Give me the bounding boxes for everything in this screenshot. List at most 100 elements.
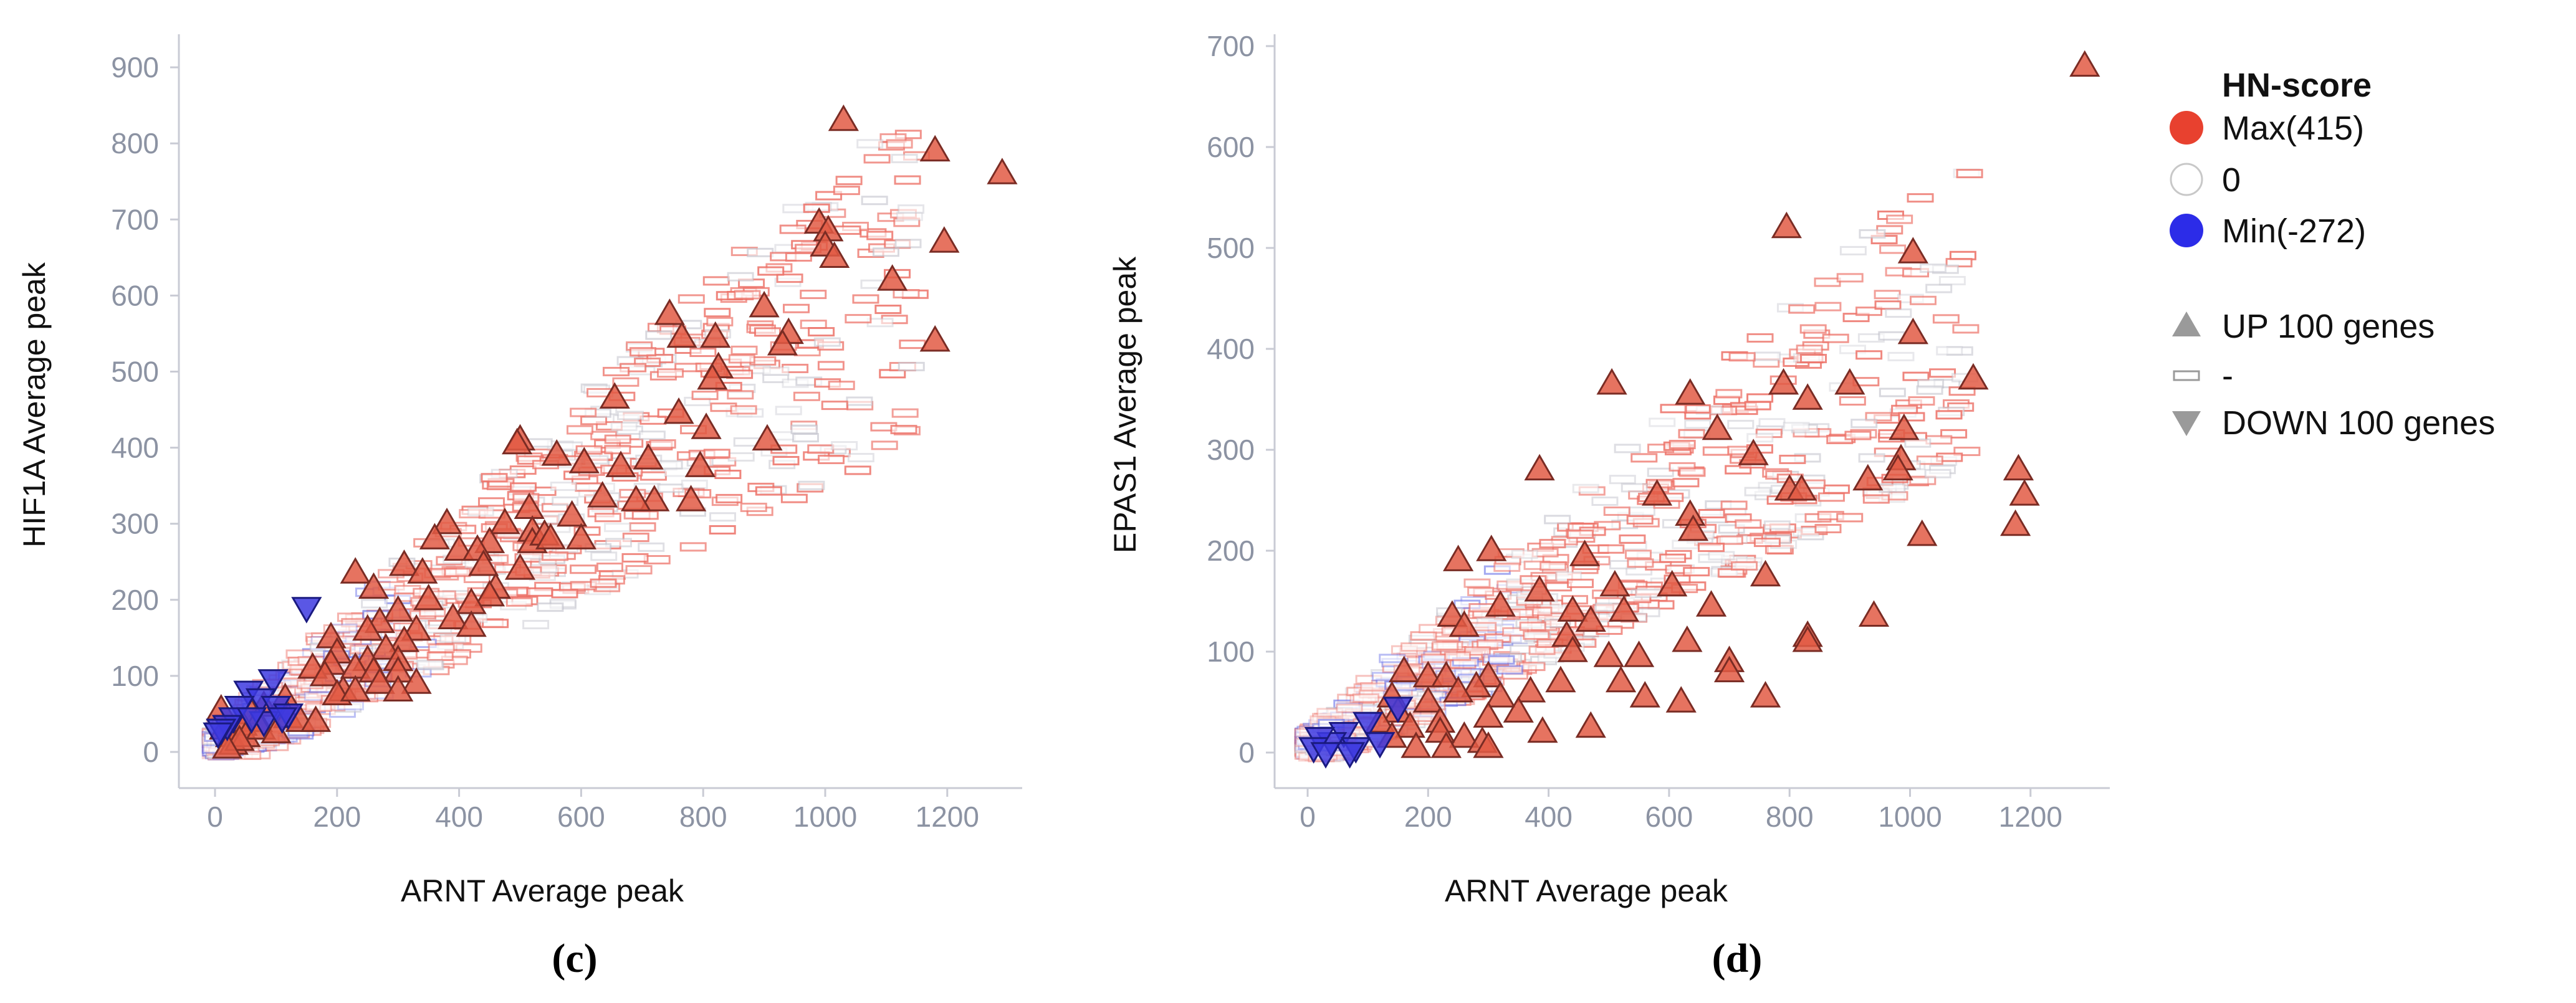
up-gene-point bbox=[767, 328, 798, 356]
background-gene-point bbox=[681, 479, 708, 489]
background-gene-point bbox=[1463, 646, 1491, 656]
up-gene-point bbox=[1503, 696, 1534, 723]
scatter-panel-c: 0 200 400 600 800 1000 1200 0 100 200 300 400 500 600… bbox=[17, 34, 1022, 981]
y-tick-label-c: 900 bbox=[111, 51, 159, 83]
background-gene-point bbox=[1858, 453, 1885, 463]
background-gene-point bbox=[1659, 553, 1687, 563]
y-tick-label-c: 600 bbox=[111, 279, 159, 311]
background-gene-point bbox=[416, 659, 443, 669]
background-gene-point bbox=[727, 452, 755, 462]
background-gene-point bbox=[834, 225, 861, 235]
y-tick-label-c: 800 bbox=[111, 127, 159, 159]
background-gene-point bbox=[709, 512, 736, 522]
legend-rect-icon bbox=[2173, 370, 2200, 381]
background-gene-point bbox=[1746, 333, 1774, 343]
background-gene-point bbox=[1799, 324, 1827, 334]
background-gene-point bbox=[894, 239, 922, 249]
up-gene-point bbox=[605, 450, 636, 477]
up-gene-point bbox=[1792, 625, 1823, 652]
background-gene-point bbox=[800, 320, 827, 330]
background-gene-point bbox=[893, 289, 920, 299]
background-gene-point bbox=[1878, 331, 1905, 341]
y-tick-label-c: 100 bbox=[111, 660, 159, 692]
up-gene-point bbox=[1897, 317, 1928, 345]
background-gene-point bbox=[678, 294, 705, 304]
background-gene-point bbox=[596, 563, 623, 573]
background-gene-point bbox=[477, 497, 505, 507]
background-gene-point bbox=[590, 578, 617, 588]
background-gene-point bbox=[1904, 438, 1932, 448]
up-gene-point bbox=[654, 298, 685, 325]
background-gene-point bbox=[426, 651, 454, 661]
background-gene-point bbox=[1614, 444, 1641, 454]
background-gene-point bbox=[649, 439, 676, 449]
up-gene-point bbox=[1605, 665, 1637, 693]
background-gene-point bbox=[1628, 506, 1655, 516]
background-gene-point bbox=[1887, 351, 1915, 361]
up-gene-point bbox=[383, 675, 414, 702]
background-gene-point bbox=[1567, 578, 1594, 588]
legend-up-triangle-icon bbox=[2172, 311, 2201, 336]
background-gene-point bbox=[1684, 419, 1712, 429]
panel-label-c: (c) bbox=[552, 936, 597, 981]
up-gene-point bbox=[1485, 590, 1516, 617]
up-gene-point bbox=[502, 427, 533, 455]
up-gene-point bbox=[987, 158, 1018, 184]
background-gene-point bbox=[1555, 571, 1582, 581]
up-gene-point bbox=[358, 572, 390, 599]
axes-d: 0 200 400 600 800 1000 1200 0 100 200 300 400 500 600… bbox=[1207, 30, 2110, 833]
up-gene-point bbox=[1430, 731, 1462, 758]
up-gene-point bbox=[828, 104, 859, 131]
background-gene-point bbox=[800, 290, 827, 300]
background-gene-point bbox=[1746, 433, 1774, 443]
up-gene-point bbox=[388, 625, 420, 652]
background-gene-point bbox=[522, 620, 550, 630]
background-gene-point bbox=[727, 272, 754, 282]
up-gene-point bbox=[557, 500, 588, 527]
legend-zero-swatch bbox=[2170, 163, 2203, 196]
background-gene-point bbox=[1909, 475, 1937, 485]
background-gene-point bbox=[702, 276, 730, 286]
up-gene-point bbox=[1448, 721, 1480, 748]
up-gene-point bbox=[1557, 635, 1588, 662]
background-gene-point bbox=[1731, 561, 1758, 571]
y-tick-label-c: 400 bbox=[111, 432, 159, 464]
up-gene-point bbox=[1675, 378, 1706, 405]
background-gene-point bbox=[844, 465, 871, 475]
up-gene-point bbox=[514, 492, 545, 519]
background-gene-point bbox=[728, 354, 755, 364]
up-gene-point bbox=[749, 290, 780, 318]
background-gene-point bbox=[835, 176, 863, 186]
background-gene-point bbox=[793, 346, 821, 356]
background-gene-point bbox=[1444, 651, 1472, 661]
background-gene-point bbox=[1669, 440, 1696, 450]
background-gene-point bbox=[1788, 304, 1816, 314]
background-gene-point bbox=[780, 493, 808, 503]
x-tick-label-c: 800 bbox=[679, 801, 727, 833]
background-gene-point bbox=[785, 252, 812, 262]
axes-c: 0 200 400 600 800 1000 1200 0 100 200 300 400 500 600… bbox=[111, 34, 1022, 833]
background-gene-point bbox=[1744, 401, 1771, 411]
background-gene-point bbox=[808, 327, 835, 337]
up-gene-point bbox=[1750, 681, 1781, 708]
up-gene-point bbox=[1713, 655, 1745, 683]
background-gene-point bbox=[1683, 404, 1711, 414]
background-gene-point bbox=[1626, 515, 1654, 525]
up-gene-point bbox=[1524, 575, 1555, 602]
background-gene-point bbox=[1715, 389, 1743, 399]
background-gene-point bbox=[1463, 578, 1491, 588]
background-gene-point bbox=[899, 340, 926, 349]
background-gene-point bbox=[803, 203, 830, 213]
background-gene-point bbox=[1720, 500, 1748, 510]
background-gene-point bbox=[1647, 467, 1674, 477]
up-gene-point bbox=[340, 675, 371, 702]
down-gene-point bbox=[257, 669, 289, 696]
y-tick-label-d: 400 bbox=[1207, 333, 1255, 365]
background-gene-point bbox=[833, 186, 860, 196]
background-gene-point bbox=[1619, 534, 1646, 544]
up-gene-point bbox=[504, 553, 536, 580]
y-axis-title-c: HIF1A Average peak bbox=[17, 262, 52, 548]
x-tick-label-d: 200 bbox=[1404, 801, 1452, 833]
background-gene-point bbox=[575, 482, 602, 492]
